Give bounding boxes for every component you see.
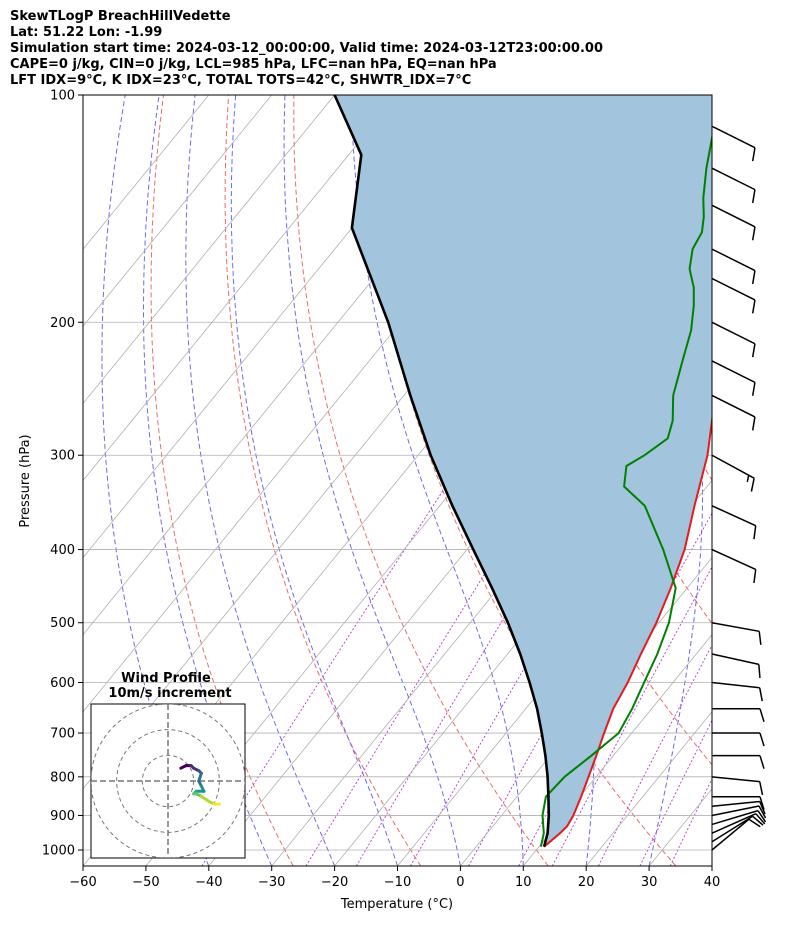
y-axis-label: Pressure (hPa) [18, 434, 33, 527]
cape-cin-shading [334, 95, 712, 847]
y-tick-label: 600 [50, 676, 75, 691]
x-tick-label: 20 [578, 875, 595, 890]
parcel-profile-line [333, 95, 551, 848]
x-tick-label: 40 [704, 875, 721, 890]
wind-barbs [711, 125, 767, 851]
y-axis-ticks: 100 200 300 400 500 600 700 800 900 1000 [42, 89, 83, 859]
wind-barb [711, 681, 763, 702]
y-tick-label: 200 [50, 316, 75, 331]
y-tick-label: 100 [50, 89, 75, 104]
wind-barb [711, 805, 767, 819]
x-tick-label: −10 [384, 875, 411, 890]
dry-adiabat-line [750, 95, 794, 866]
wind-barb [711, 548, 757, 584]
isotherm-line [83, 95, 273, 327]
hodograph-title: Wind Profile [121, 671, 211, 686]
dry-adiabat-line [293, 95, 549, 866]
chart-title: SkewTLogP BreachHillVedette [10, 9, 231, 24]
indices-line-1: CAPE=0 j/kg, CIN=0 j/kg, LCL=985 hPa, LF… [10, 57, 497, 72]
moist-adiabat-line [283, 95, 461, 866]
x-axis-label: Temperature (°C) [340, 897, 453, 912]
hodograph-subtitle: 10m/s increment [108, 686, 231, 701]
wind-barb [712, 708, 765, 722]
wind-barb [711, 815, 764, 843]
isotherm-line [397, 479, 712, 866]
hodograph-inset: Wind Profile 10m/s increment [90, 671, 246, 859]
y-tick-label: 1000 [42, 844, 75, 859]
dry-adiabat-line [224, 95, 422, 866]
wind-barb [711, 800, 766, 815]
wind-barb [712, 732, 765, 747]
wind-barb [711, 621, 762, 645]
wind-barb [711, 125, 756, 162]
wind-barb [711, 321, 756, 358]
isotherm-line [83, 95, 398, 482]
x-axis-ticks: −60 −50 −40 −30 −20 −10 0 10 20 30 40 [69, 866, 720, 890]
wind-barb [711, 454, 755, 492]
indices-line-2: LFT IDX=9°C, K IDX=23°C, TOTAL TOTS=42°C… [10, 73, 472, 88]
wind-barb [711, 167, 756, 204]
wind-barb [711, 277, 756, 314]
y-tick-label: 500 [50, 616, 75, 631]
wind-barb [711, 204, 756, 241]
dry-adiabat-line [150, 95, 294, 866]
mixing-ratio-line [551, 566, 712, 866]
wind-barb [711, 360, 756, 396]
moist-adiabat-line [143, 95, 273, 866]
isotherm-line [83, 95, 335, 405]
figure-header: SkewTLogP BreachHillVedette Lat: 51.22 L… [10, 9, 790, 89]
y-tick-label: 800 [50, 770, 75, 785]
wind-barb [711, 776, 764, 796]
x-tick-label: 0 [456, 875, 464, 890]
x-tick-label: −30 [258, 875, 285, 890]
isotherm-line [585, 711, 712, 866]
x-tick-label: 30 [641, 875, 658, 890]
dewpoint-profile-line [539, 132, 712, 847]
wind-barb [711, 505, 757, 540]
isotherm-line [83, 95, 210, 250]
time-line: Simulation start time: 2024-03-12_00:00:… [10, 41, 603, 56]
x-tick-label: 10 [515, 875, 532, 890]
x-tick-label: −60 [69, 875, 96, 890]
wind-barb [711, 248, 756, 285]
hodograph-segment [199, 794, 211, 804]
mixing-ratio-line [305, 454, 559, 866]
x-tick-label: −20 [321, 875, 348, 890]
temperature-profile-line [543, 412, 712, 848]
y-tick-label: 400 [50, 543, 75, 558]
wind-barb [711, 809, 767, 826]
x-tick-label: −40 [195, 875, 222, 890]
isotherm-line [522, 634, 712, 866]
wind-barb [711, 813, 766, 834]
y-tick-label: 900 [50, 809, 75, 824]
y-tick-label: 700 [50, 727, 75, 742]
wind-barb [712, 754, 765, 769]
wind-barb [711, 394, 756, 431]
location-line: Lat: 51.22 Lon: -1.99 [10, 25, 163, 40]
wind-barb [711, 653, 761, 679]
moist-adiabat-line [185, 95, 336, 866]
x-tick-label: −50 [132, 875, 159, 890]
y-tick-label: 300 [50, 449, 75, 464]
wind-barb [711, 818, 761, 851]
moist-adiabat-line [350, 95, 524, 866]
wind-barb [712, 795, 765, 810]
